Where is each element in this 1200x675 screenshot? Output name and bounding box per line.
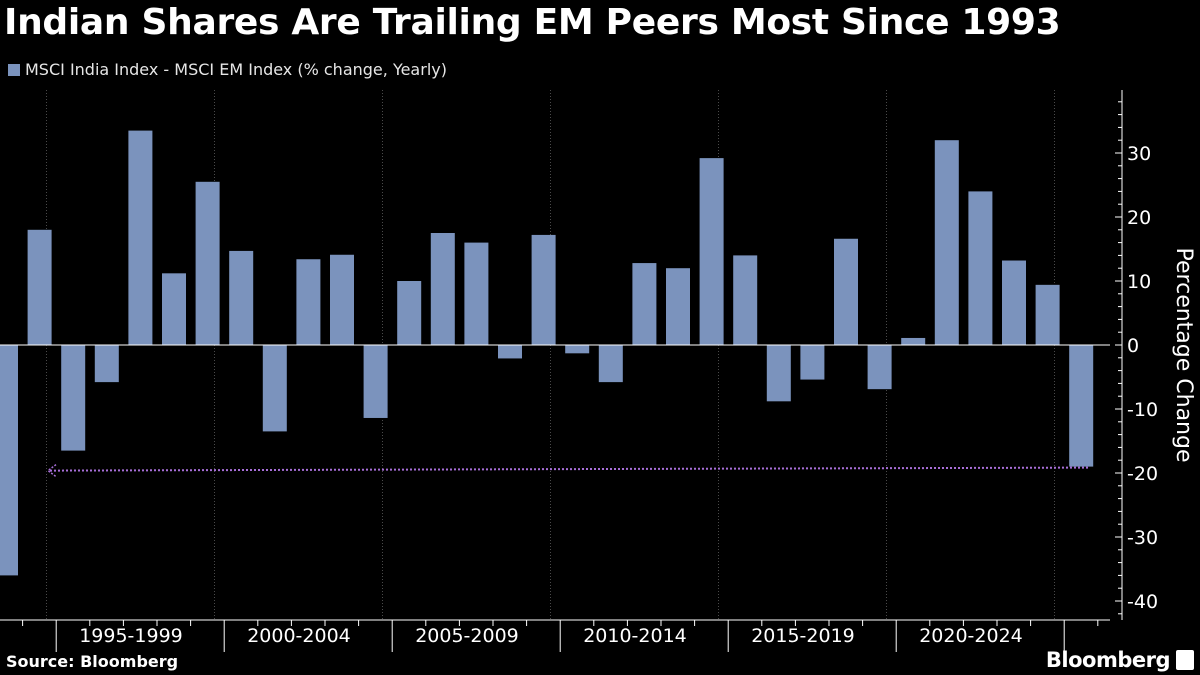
bar	[531, 234, 556, 345]
bloomberg-logo-icon	[1176, 650, 1194, 670]
y-tick-label: 0	[1127, 335, 1139, 357]
bar	[1069, 345, 1094, 467]
bloomberg-logo: Bloomberg	[1045, 648, 1171, 672]
bar	[363, 345, 388, 418]
legend: MSCI India Index - MSCI EM Index (% chan…	[8, 60, 447, 79]
x-tick-label: 2005-2009	[415, 625, 519, 647]
bar	[834, 238, 858, 345]
bar	[632, 263, 657, 345]
bar	[867, 345, 892, 390]
bar	[666, 268, 690, 345]
legend-label: MSCI India Index - MSCI EM Index (% chan…	[25, 60, 447, 79]
bar	[1002, 260, 1026, 345]
bar	[934, 140, 959, 345]
bar	[733, 255, 758, 345]
y-tick-label: 30	[1127, 143, 1151, 165]
bar	[800, 345, 825, 380]
legend-swatch	[8, 63, 20, 76]
x-tick-label: 2015-2019	[751, 625, 855, 647]
bar	[1035, 284, 1060, 345]
y-tick-label: -40	[1127, 591, 1158, 613]
bar	[598, 345, 623, 383]
x-tick-label: 2020-2024	[919, 625, 1023, 647]
bar	[498, 345, 522, 359]
bar	[430, 233, 455, 345]
annotation-line	[49, 466, 1089, 472]
y-tick-label: -30	[1127, 527, 1158, 549]
y-tick-label: -20	[1127, 463, 1158, 485]
bar	[262, 345, 287, 432]
bar	[162, 273, 186, 345]
bar	[27, 229, 52, 345]
x-tick-label: 1995-1999	[79, 625, 183, 647]
bar	[901, 337, 926, 345]
y-tick-label: -10	[1127, 399, 1158, 421]
y-axis-title: Percentage Change	[1171, 248, 1196, 463]
bar	[195, 181, 220, 345]
bar	[968, 191, 993, 345]
y-tick-label: 10	[1127, 271, 1151, 293]
bar	[0, 345, 18, 576]
bar	[699, 158, 724, 345]
y-tick-label: 20	[1127, 207, 1151, 229]
x-tick-label: 2010-2014	[583, 625, 687, 647]
bar	[94, 345, 119, 383]
bar	[397, 281, 422, 345]
bar	[330, 254, 354, 345]
bar	[61, 345, 86, 451]
chart-title: Indian Shares Are Trailing EM Peers Most…	[4, 2, 1061, 43]
source-note: Source: Bloomberg	[6, 652, 179, 671]
bar	[229, 250, 254, 345]
bar	[464, 242, 489, 345]
bar	[565, 345, 590, 354]
bar	[766, 345, 791, 402]
x-tick-label: 2000-2004	[247, 625, 351, 647]
bar	[296, 259, 321, 345]
bar	[128, 130, 153, 345]
